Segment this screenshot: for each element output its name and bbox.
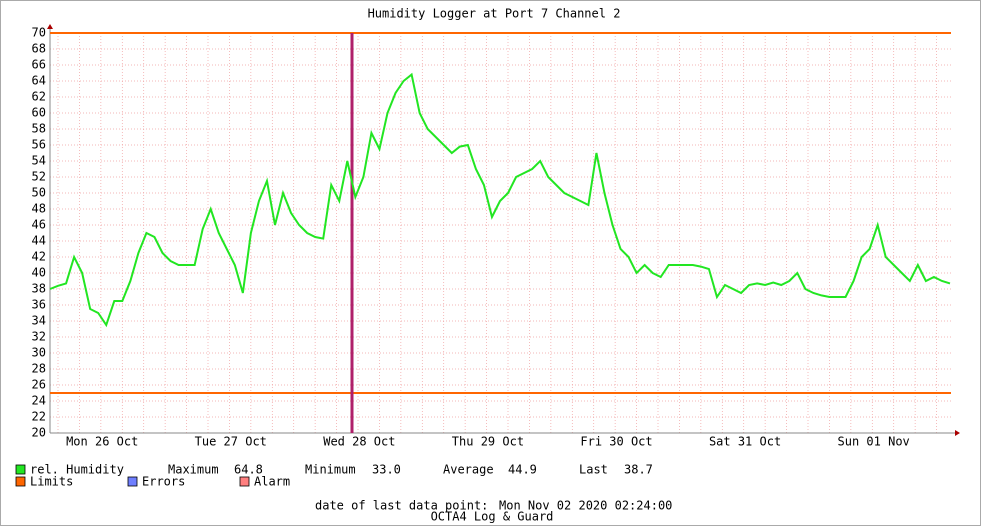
y-tick-label: 64 <box>32 74 46 88</box>
x-tick-label: Sat 31 Oct <box>709 435 781 449</box>
x-tick-label: Mon 26 Oct <box>66 435 138 449</box>
stat-value: 44.9 <box>508 463 537 477</box>
x-tick-label: Thu 29 Oct <box>452 435 524 449</box>
stat-name: Last <box>579 463 608 477</box>
x-tick-label: Wed 28 Oct <box>323 435 395 449</box>
stat-value: 38.7 <box>624 463 653 477</box>
y-tick-label: 32 <box>32 330 46 344</box>
x-tick-label: Sun 01 Nov <box>838 435 910 449</box>
footer-value: Mon Nov 02 2020 02:24:00 <box>499 499 672 513</box>
legend-label: Errors <box>142 475 185 489</box>
y-tick-label: 26 <box>32 378 46 392</box>
y-tick-label: 48 <box>32 202 46 216</box>
y-tick-label: 42 <box>32 250 46 264</box>
y-tick-label: 40 <box>32 266 46 280</box>
y-tick-label: 62 <box>32 90 46 104</box>
y-tick-label: 22 <box>32 410 46 424</box>
legend-swatch <box>239 476 250 487</box>
stat-name: Maximum <box>168 463 219 477</box>
y-tick-label: 20 <box>32 426 46 440</box>
y-tick-label: 70 <box>32 26 46 40</box>
legend-label: Limits <box>30 475 73 489</box>
legend-swatch <box>15 476 26 487</box>
y-tick-label: 46 <box>32 218 46 232</box>
y-tick-label: 34 <box>32 314 46 328</box>
y-tick-label: 38 <box>32 282 46 296</box>
stat-value: 33.0 <box>372 463 401 477</box>
y-tick-label: 58 <box>32 122 46 136</box>
y-tick-label: 66 <box>32 58 46 72</box>
legend-swatch <box>15 464 26 475</box>
footer-label: date of last data point: <box>315 499 488 513</box>
x-tick-label: Tue 27 Oct <box>195 435 267 449</box>
series-line <box>49 72 951 328</box>
y-tick-label: 56 <box>32 138 46 152</box>
x-arrow <box>955 430 960 436</box>
y-tick-label: 24 <box>32 394 46 408</box>
x-tick-label: Fri 30 Oct <box>580 435 652 449</box>
legend-label: Alarm <box>254 475 290 489</box>
y-tick-label: 36 <box>32 298 46 312</box>
chart-title: Humidity Logger at Port 7 Channel 2 <box>368 7 621 21</box>
y-tick-label: 68 <box>32 42 46 56</box>
stat-name: Minimum <box>305 463 356 477</box>
y-tick-label: 50 <box>32 186 46 200</box>
y-tick-label: 44 <box>32 234 46 248</box>
legend-label: rel. Humidity <box>30 463 124 477</box>
stat-name: Average <box>443 463 494 477</box>
y-tick-label: 60 <box>32 106 46 120</box>
y-tick-label: 54 <box>32 154 46 168</box>
y-tick-label: 28 <box>32 362 46 376</box>
legend-swatch <box>127 476 138 487</box>
credit: OCTA4 Log & Guard <box>431 510 554 524</box>
y-arrow <box>47 24 53 29</box>
stat-value: 64.8 <box>234 463 263 477</box>
y-tick-label: 30 <box>32 346 46 360</box>
y-tick-label: 52 <box>32 170 46 184</box>
